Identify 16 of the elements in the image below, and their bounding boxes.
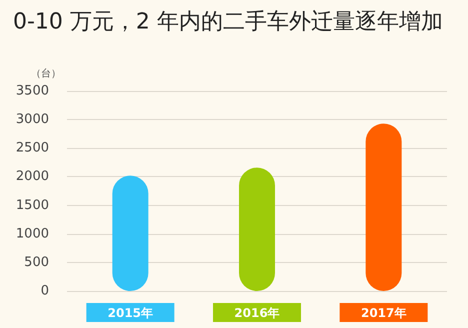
x-tick-label: 2017年 bbox=[360, 306, 406, 320]
y-tick-label: 1000 bbox=[16, 226, 49, 242]
bar bbox=[112, 176, 148, 291]
bar bbox=[239, 168, 275, 291]
y-tick-label: 500 bbox=[24, 254, 49, 270]
y-tick-label: 2000 bbox=[16, 169, 49, 184]
y-axis-title: （台） bbox=[31, 68, 61, 80]
bar bbox=[366, 124, 402, 291]
x-tick-label: 2016年 bbox=[234, 306, 280, 320]
chart-title: 0-10 万元，2 年内的二手车外迁量逐年增加 bbox=[13, 10, 443, 34]
x-tick-label: 2015年 bbox=[108, 306, 154, 320]
y-tick-label: 2500 bbox=[16, 140, 49, 156]
y-tick-label: 3000 bbox=[16, 112, 49, 128]
y-tick-label: 1500 bbox=[16, 198, 49, 213]
y-tick-label: 3500 bbox=[16, 84, 49, 98]
y-tick-label: 0 bbox=[40, 284, 49, 298]
